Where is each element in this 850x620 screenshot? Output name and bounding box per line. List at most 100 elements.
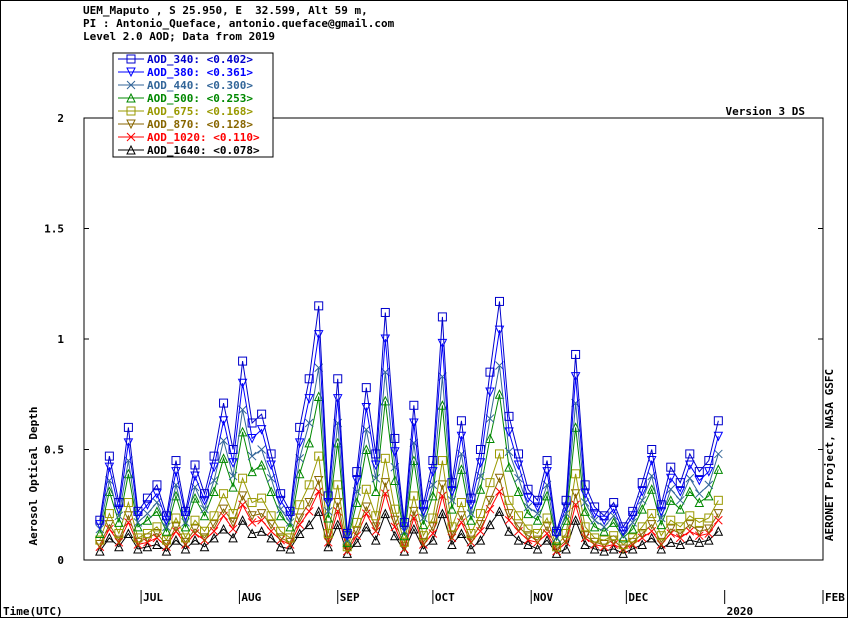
data-point (361, 444, 372, 454)
data-point (380, 453, 390, 463)
data-point (266, 486, 276, 496)
data-point (380, 508, 391, 519)
legend-marker (126, 92, 136, 103)
data-point (580, 539, 590, 550)
data-level-line: Level 2.0 AOD; Data from 2019 (83, 30, 276, 43)
data-point (190, 524, 200, 535)
data-point (485, 433, 495, 443)
data-point (599, 522, 609, 532)
data-point (694, 526, 705, 537)
data-point (542, 513, 552, 523)
data-point (637, 478, 647, 488)
data-point (304, 374, 314, 384)
data-point (590, 502, 600, 512)
data-point (570, 515, 581, 525)
data-point (142, 493, 152, 503)
data-point (304, 519, 314, 530)
site-info-line: UEM_Maputo , S 25.950, E 32.599, Alt 59 … (83, 4, 368, 17)
data-point (275, 510, 286, 521)
data-point (95, 515, 105, 525)
data-point (371, 511, 381, 521)
data-point (665, 537, 676, 547)
data-point (409, 523, 419, 534)
data-point (485, 367, 495, 377)
legend-entry: AOD_1020: <0.110> (147, 131, 260, 144)
data-point (456, 416, 466, 426)
data-point (247, 451, 257, 461)
data-point (361, 521, 372, 532)
data-point (361, 509, 371, 518)
data-point (323, 507, 333, 516)
data-point (181, 518, 190, 527)
data-point (647, 445, 657, 454)
data-point (466, 543, 476, 554)
data-point (390, 522, 400, 532)
data-point (637, 486, 648, 497)
data-point (228, 458, 238, 468)
data-point (275, 533, 286, 544)
data-point (647, 509, 657, 519)
data-point (190, 515, 200, 525)
data-point (171, 522, 181, 532)
data-point (418, 537, 429, 548)
data-point (276, 504, 285, 514)
data-point (475, 520, 486, 530)
data-point (466, 500, 476, 510)
data-point (142, 515, 153, 525)
data-point (428, 513, 438, 523)
data-point (590, 515, 599, 525)
data-point (399, 530, 410, 541)
data-point (627, 543, 638, 554)
data-point (552, 542, 562, 552)
data-point (637, 539, 648, 550)
data-point (190, 460, 200, 470)
data-point (685, 526, 695, 536)
data-point (418, 506, 429, 517)
data-point (114, 517, 124, 527)
data-point (447, 504, 457, 514)
data-point (180, 521, 191, 532)
series-aod-675 (95, 449, 723, 552)
data-point (142, 541, 153, 552)
data-point (485, 495, 495, 506)
legend-entry: AOD_440: <0.300> (147, 79, 253, 92)
data-point (380, 395, 391, 406)
data-point (608, 504, 619, 515)
data-point (571, 469, 581, 479)
data-point (646, 484, 657, 494)
legend-marker (126, 144, 136, 155)
data-point (190, 534, 200, 545)
legend-entry: AOD_675: <0.168> (147, 105, 253, 118)
data-point (199, 533, 210, 544)
data-point (295, 520, 305, 529)
data-point (523, 539, 533, 550)
data-point (238, 473, 248, 483)
data-point (523, 493, 533, 504)
data-point (704, 480, 714, 490)
data-point (542, 522, 552, 532)
data-point (675, 495, 685, 505)
data-point (257, 409, 267, 419)
pi-info-line: PI : Antonio_Queface, antonio.queface@gm… (83, 17, 395, 30)
data-point (219, 489, 229, 499)
data-point (418, 531, 428, 541)
data-point (656, 513, 666, 523)
data-point (228, 517, 238, 528)
series-line (99, 394, 719, 543)
data-point (666, 462, 676, 472)
data-point (123, 498, 133, 508)
data-point (266, 449, 276, 459)
y-tick-label: 2 (57, 112, 64, 125)
data-point (351, 475, 362, 486)
data-point (285, 506, 295, 516)
data-point (342, 528, 352, 538)
data-point (685, 449, 695, 459)
data-point (209, 462, 219, 473)
data-point (494, 296, 504, 306)
data-point (694, 497, 705, 508)
data-point (437, 480, 448, 490)
data-point (143, 509, 152, 518)
data-point (609, 531, 619, 541)
data-point (447, 478, 457, 488)
